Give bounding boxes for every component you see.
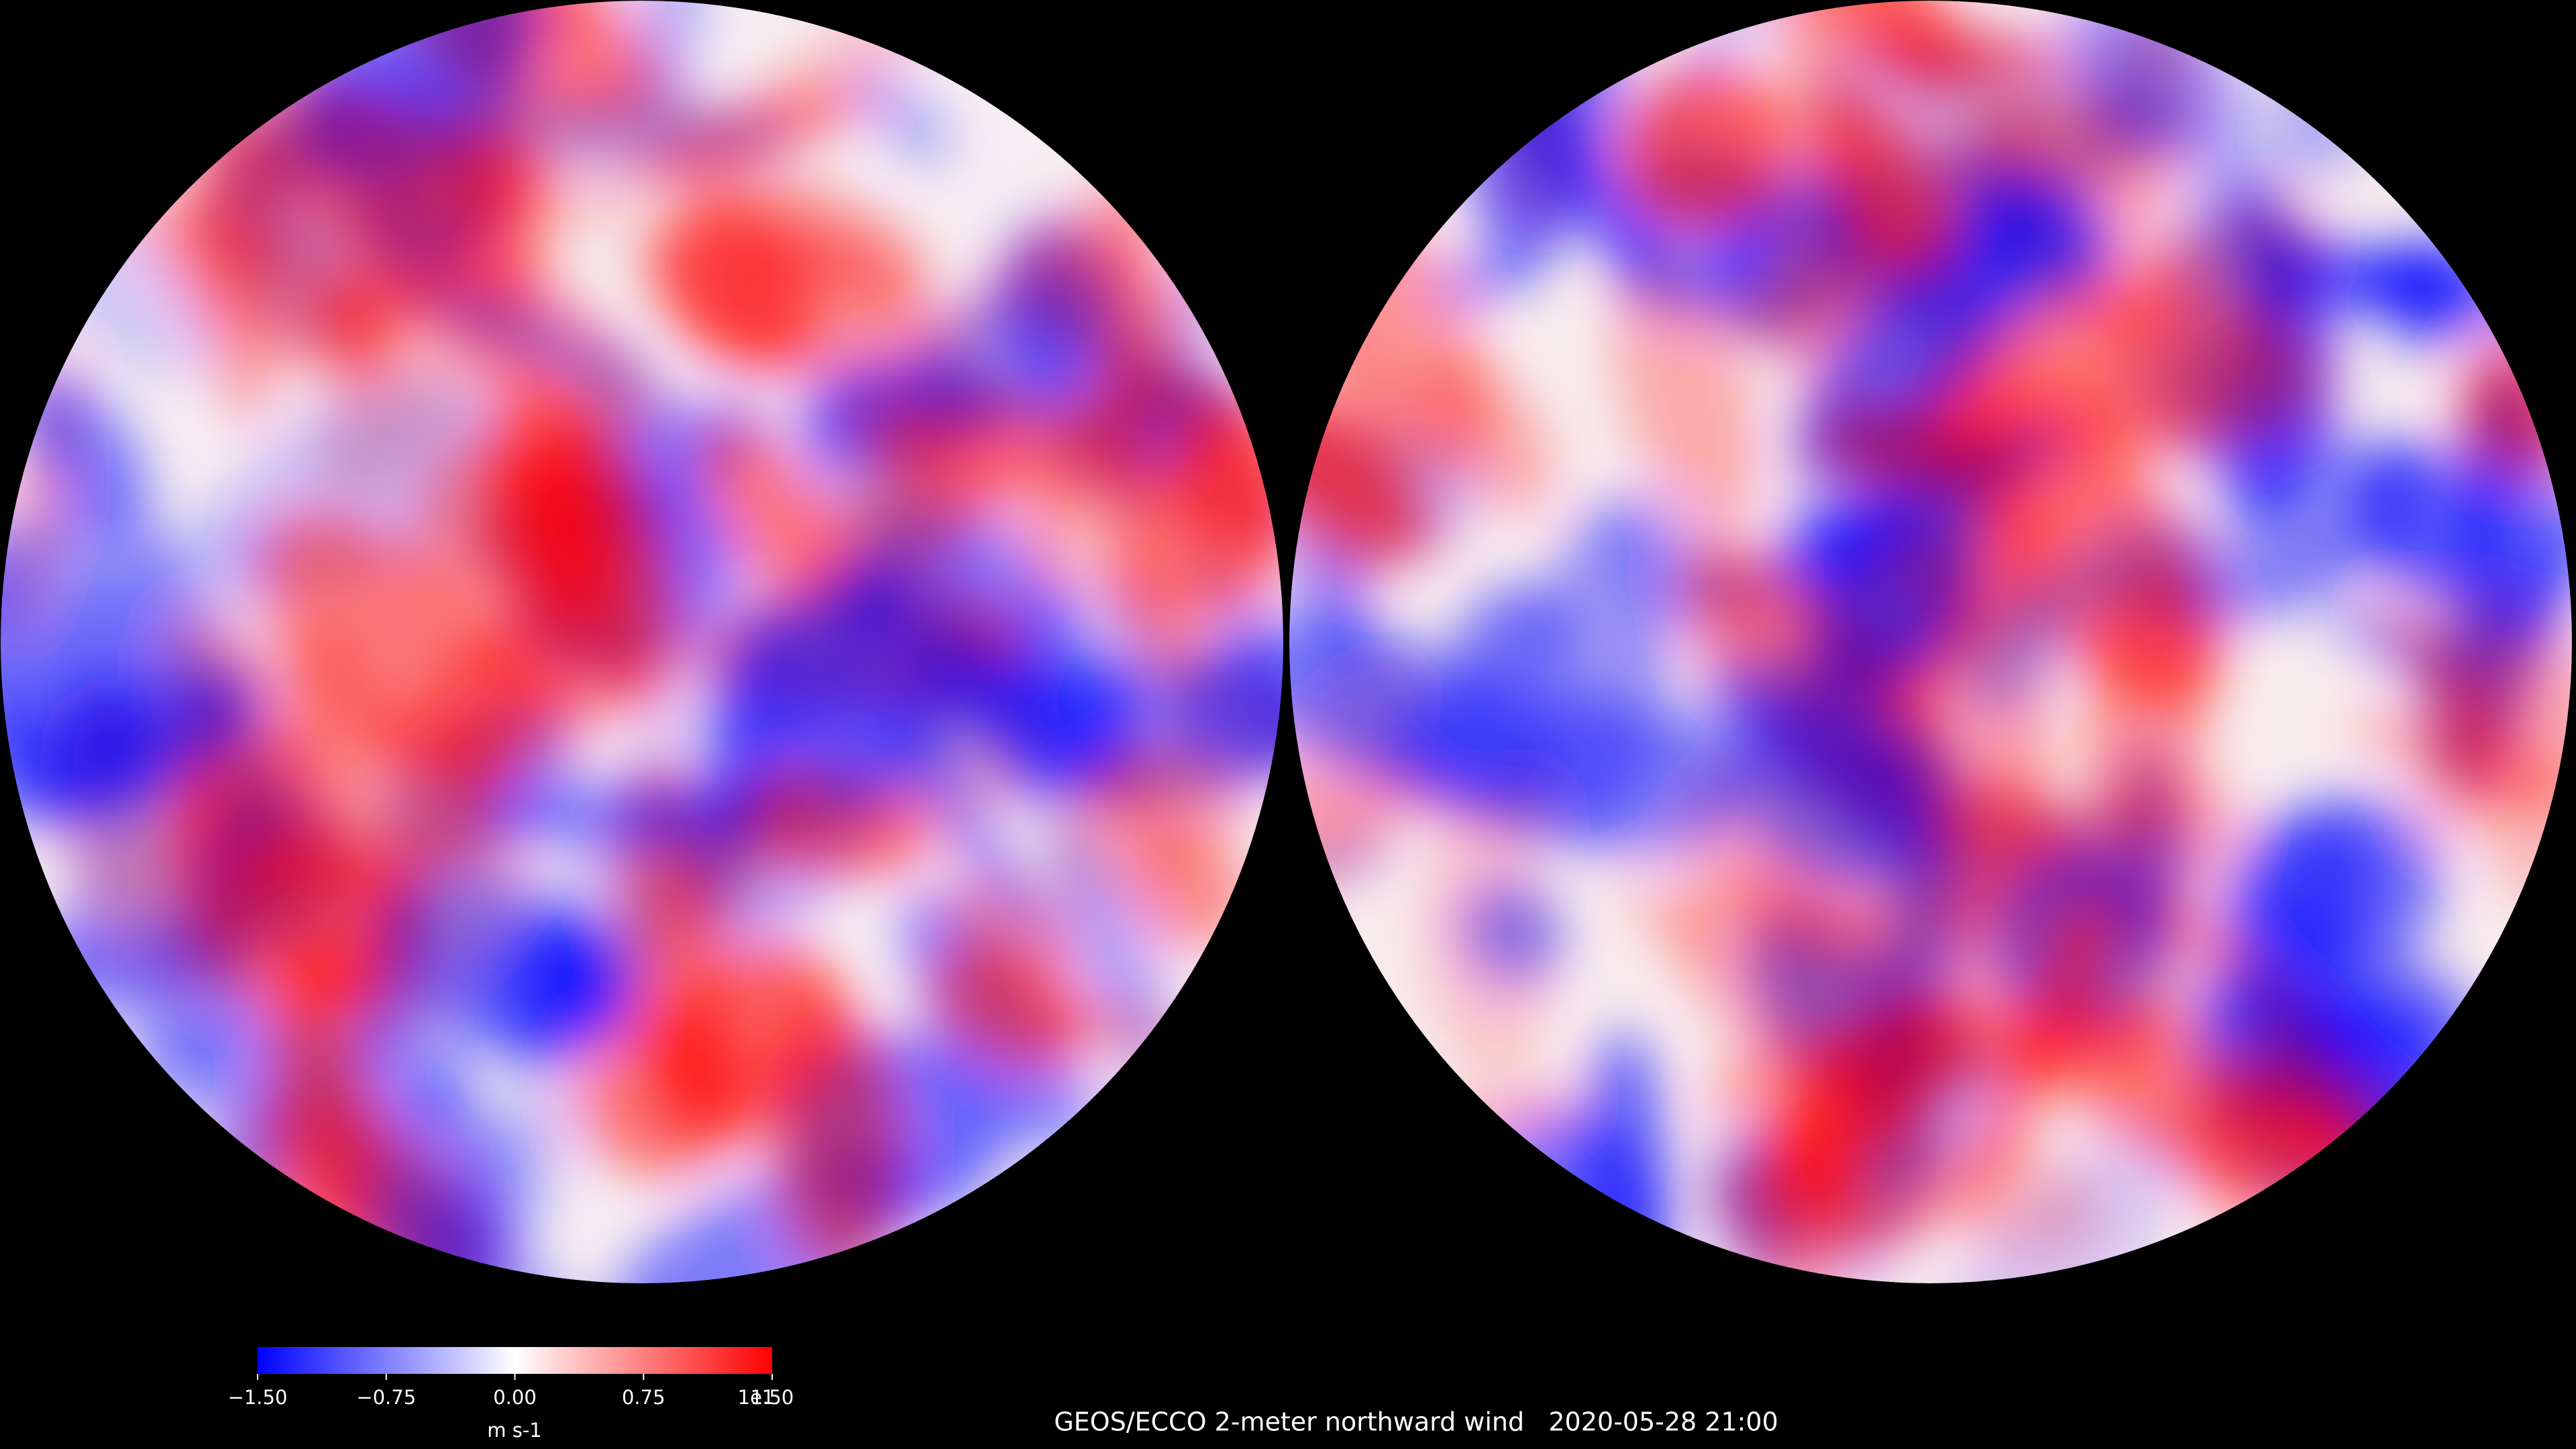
wind-blob	[1453, 584, 1565, 699]
wind-blob	[132, 513, 274, 633]
wind-blob	[2224, 1008, 2452, 1116]
north-hemisphere-map	[1, 1, 1283, 1283]
wind-blob	[2378, 245, 2463, 354]
wind-blob	[15, 371, 150, 531]
wind-blob	[307, 266, 382, 360]
wind-blob	[507, 926, 611, 1074]
wind-blob	[1959, 894, 2110, 1223]
wind-blob	[836, 397, 918, 450]
wind-blob	[1782, 491, 1885, 598]
wind-blob	[1960, 573, 2078, 716]
tick-label: −1.50	[228, 1386, 288, 1409]
wind-blob	[2086, 555, 2209, 872]
wind-blob	[688, 249, 806, 363]
wind-blob	[1289, 618, 1554, 804]
wind-blob	[1974, 292, 2327, 453]
wind-blob	[621, 611, 777, 783]
wind-blob	[490, 604, 577, 724]
colorbar-offset: 1e1	[738, 1386, 775, 1409]
wind-blob	[1915, 1132, 2101, 1257]
wind-blob	[768, 998, 902, 1277]
wind-blob	[490, 366, 619, 637]
wind-blob	[1609, 493, 1717, 629]
wind-blob	[192, 709, 502, 896]
colorbar-label: m s-1	[487, 1419, 542, 1442]
wind-blob	[2417, 635, 2529, 839]
wind-blob	[327, 153, 408, 256]
wind-blob	[1090, 738, 1246, 861]
wind-blob	[280, 932, 375, 1010]
wind-blob	[1811, 402, 2009, 502]
wind-blob	[1615, 264, 1759, 533]
wind-blob	[1933, 773, 2078, 869]
tick-label: 0.75	[622, 1386, 665, 1409]
wind-blob	[810, 382, 1050, 600]
tick-label: −0.75	[356, 1386, 416, 1409]
wind-blob	[665, 769, 822, 926]
wind-blob	[875, 609, 1157, 798]
wind-blob	[21, 668, 252, 827]
wind-blob	[1768, 994, 1957, 1197]
wind-blob	[1801, 592, 1973, 676]
wind-blob	[1021, 1000, 1182, 1053]
wind-blob	[635, 1, 703, 127]
wind-blob	[720, 556, 906, 754]
wind-blob	[1459, 878, 1566, 987]
wind-blob	[1814, 89, 1957, 272]
wind-blob	[679, 166, 928, 292]
wind-field	[1, 1, 1283, 1283]
wind-blob	[910, 281, 1103, 435]
tick-label: 1.50	[751, 1386, 794, 1409]
colorbar-ticks: −1.50 −0.75 0.00 0.75 1.50	[228, 1374, 794, 1409]
wind-blob	[30, 582, 147, 720]
wind-blob	[1012, 439, 1081, 598]
wind-blob	[1099, 166, 1148, 480]
wind-blob	[258, 510, 532, 790]
wind-blob	[2227, 812, 2381, 961]
wind-blob	[1913, 1126, 2187, 1283]
wind-blob	[2330, 439, 2420, 544]
wind-blob	[853, 68, 952, 164]
wind-blob	[1727, 693, 1930, 892]
tick-label: 0.00	[493, 1386, 537, 1409]
colorbar	[258, 1347, 772, 1374]
wind-blob	[698, 422, 847, 607]
wind-blob	[270, 976, 383, 1236]
wind-blob	[1165, 603, 1283, 780]
title: GEOS/ECCO 2-meter northward wind 2020-05…	[1054, 1407, 1778, 1437]
wind-blob	[863, 661, 1048, 950]
wind-blob	[123, 916, 254, 1047]
wind-blob	[1438, 250, 1546, 301]
wind-blob	[1840, 28, 2072, 78]
wind-blob	[1712, 1032, 1852, 1129]
wind-blob	[1051, 593, 1157, 703]
wind-blob	[1617, 67, 1800, 232]
